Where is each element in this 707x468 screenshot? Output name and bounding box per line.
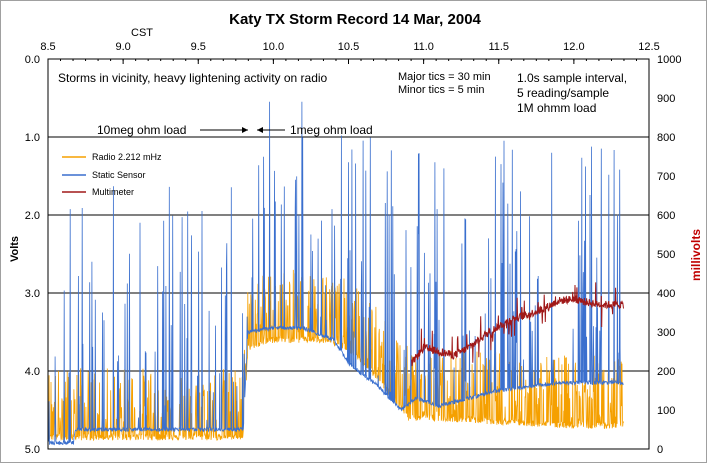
- y-right-tick-label: 800: [657, 132, 675, 144]
- x-tick-label: 12.0: [563, 41, 584, 53]
- y-right-tick-label: 600: [657, 210, 675, 222]
- x-tick-label: 11.0: [413, 41, 434, 53]
- load-1meg-label: 1meg ohm load: [290, 123, 373, 137]
- x-tick-label: 12.5: [638, 41, 659, 53]
- load-boundary-arrow: [200, 127, 285, 133]
- series-multimeter: [411, 282, 624, 367]
- y-left-tick-labels: 0.0 1.0 2.0 3.0 4.0 5.0: [25, 54, 40, 456]
- x-tick-label: 8.5: [40, 41, 55, 53]
- storm-note: Storms in vicinity, heavy lightening act…: [58, 71, 328, 85]
- y-left-tick-label: 0.0: [25, 54, 40, 66]
- y-right-tick-label: 900: [657, 93, 675, 105]
- x-tick-labels: 8.5 9.0 9.5 10.0 10.5 11.0 11.5 12.0 12.5: [40, 41, 659, 53]
- series-radio: [47, 269, 624, 442]
- plot-area: [47, 58, 650, 450]
- sample-note-line2: 5 reading/sample: [517, 86, 609, 100]
- x-tick-label: 11.5: [488, 41, 509, 53]
- minor-tics-note: Minor tics = 5 min: [398, 84, 485, 96]
- y-right-axis-title: millivolts: [689, 229, 703, 281]
- y-right-tick-label: 0: [657, 444, 663, 456]
- y-right-tick-label: 300: [657, 327, 675, 339]
- legend-label-radio: Radio 2.212 mHz: [92, 152, 162, 162]
- y-right-tick-label: 400: [657, 288, 675, 300]
- y-right-tick-label: 1000: [657, 54, 681, 66]
- plot-border: [47, 58, 650, 450]
- major-tics-note: Major tics = 30 min: [398, 71, 491, 83]
- y-right-tick-label: 200: [657, 366, 675, 378]
- y-right-tick-label: 500: [657, 249, 675, 261]
- x-tick-label: 10.0: [263, 41, 284, 53]
- y-right-tick-label: 700: [657, 171, 675, 183]
- sample-note-line1: 1.0s sample interval,: [517, 71, 627, 85]
- x-tick-label: 9.5: [191, 41, 206, 53]
- y-right-tick-label: 100: [657, 405, 675, 417]
- legend: Radio 2.212 mHz Static Sensor Multimeter: [62, 152, 162, 197]
- series-static-sensor: [47, 101, 624, 446]
- x-top-axis-title: CST: [131, 27, 153, 39]
- x-tick-label: 9.0: [115, 41, 130, 53]
- load-10meg-label: 10meg ohm load: [97, 123, 186, 137]
- annotations: Storms in vicinity, heavy lightening act…: [58, 71, 627, 137]
- y-left-tick-label: 2.0: [25, 210, 40, 222]
- y-left-axis-title: Volts: [9, 236, 21, 262]
- x-tick-label: 10.5: [338, 41, 359, 53]
- legend-label-multimeter: Multimeter: [92, 187, 134, 197]
- y-left-tick-label: 1.0: [25, 132, 40, 144]
- legend-label-static: Static Sensor: [92, 170, 146, 180]
- series-layer: [47, 101, 624, 446]
- y-left-tick-label: 5.0: [25, 444, 40, 456]
- y-left-tick-label: 3.0: [25, 288, 40, 300]
- sample-note-line3: 1M ohmm load: [517, 101, 596, 115]
- chart-title: Katy TX Storm Record 14 Mar, 2004: [229, 11, 481, 28]
- y-left-tick-label: 4.0: [25, 366, 40, 378]
